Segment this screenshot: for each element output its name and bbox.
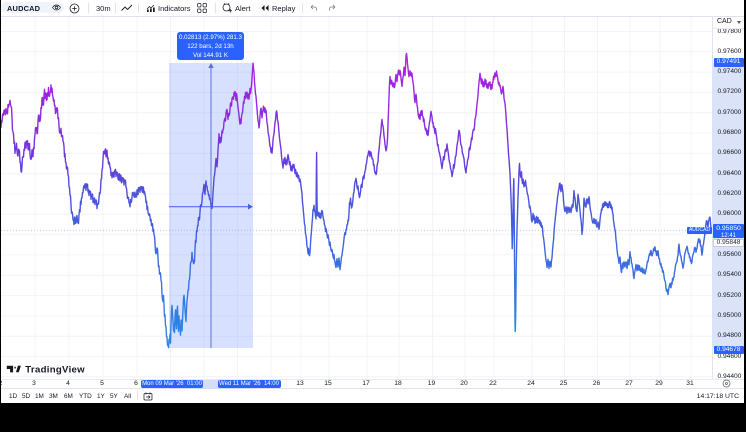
svg-text:TradingView: TradingView xyxy=(25,365,85,376)
